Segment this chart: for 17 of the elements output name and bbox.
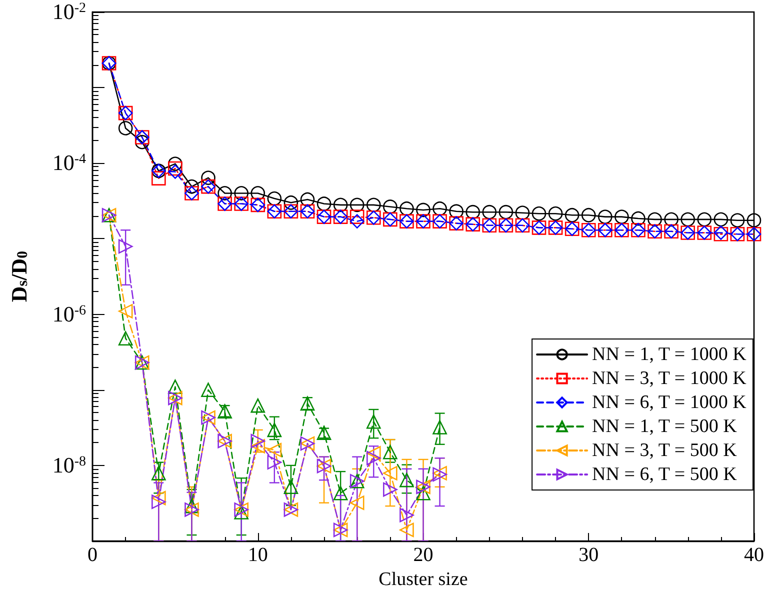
- x-tick-label: 10: [248, 544, 268, 566]
- y-tick-label: 10$^{-8}$: [52, 452, 86, 478]
- x-axis-title: Cluster size: [378, 568, 468, 590]
- y-tick-label: 10$^{-2}$: [52, 0, 86, 24]
- legend-label: NN = 6, T = 500 K: [592, 464, 738, 485]
- x-tick-label: 40: [744, 544, 764, 566]
- y-tick-label: 10$^{-6}$: [52, 301, 86, 326]
- legend-label: NN = 1, T = 1000 K: [592, 344, 747, 365]
- legend-label: NN = 1, T = 500 K: [592, 416, 738, 437]
- legend-label: NN = 6, T = 1000 K: [592, 392, 747, 413]
- legend-label: NN = 3, T = 1000 K: [592, 368, 747, 389]
- y-axis-title: Ds/D0: [6, 250, 32, 302]
- legend-label: NN = 3, T = 500 K: [592, 440, 738, 461]
- x-tick-label: 20: [413, 544, 434, 566]
- y-tick-label: 10$^{-4}$: [52, 150, 86, 176]
- x-tick-label: 30: [578, 544, 599, 566]
- x-tick-label: 0: [88, 544, 98, 566]
